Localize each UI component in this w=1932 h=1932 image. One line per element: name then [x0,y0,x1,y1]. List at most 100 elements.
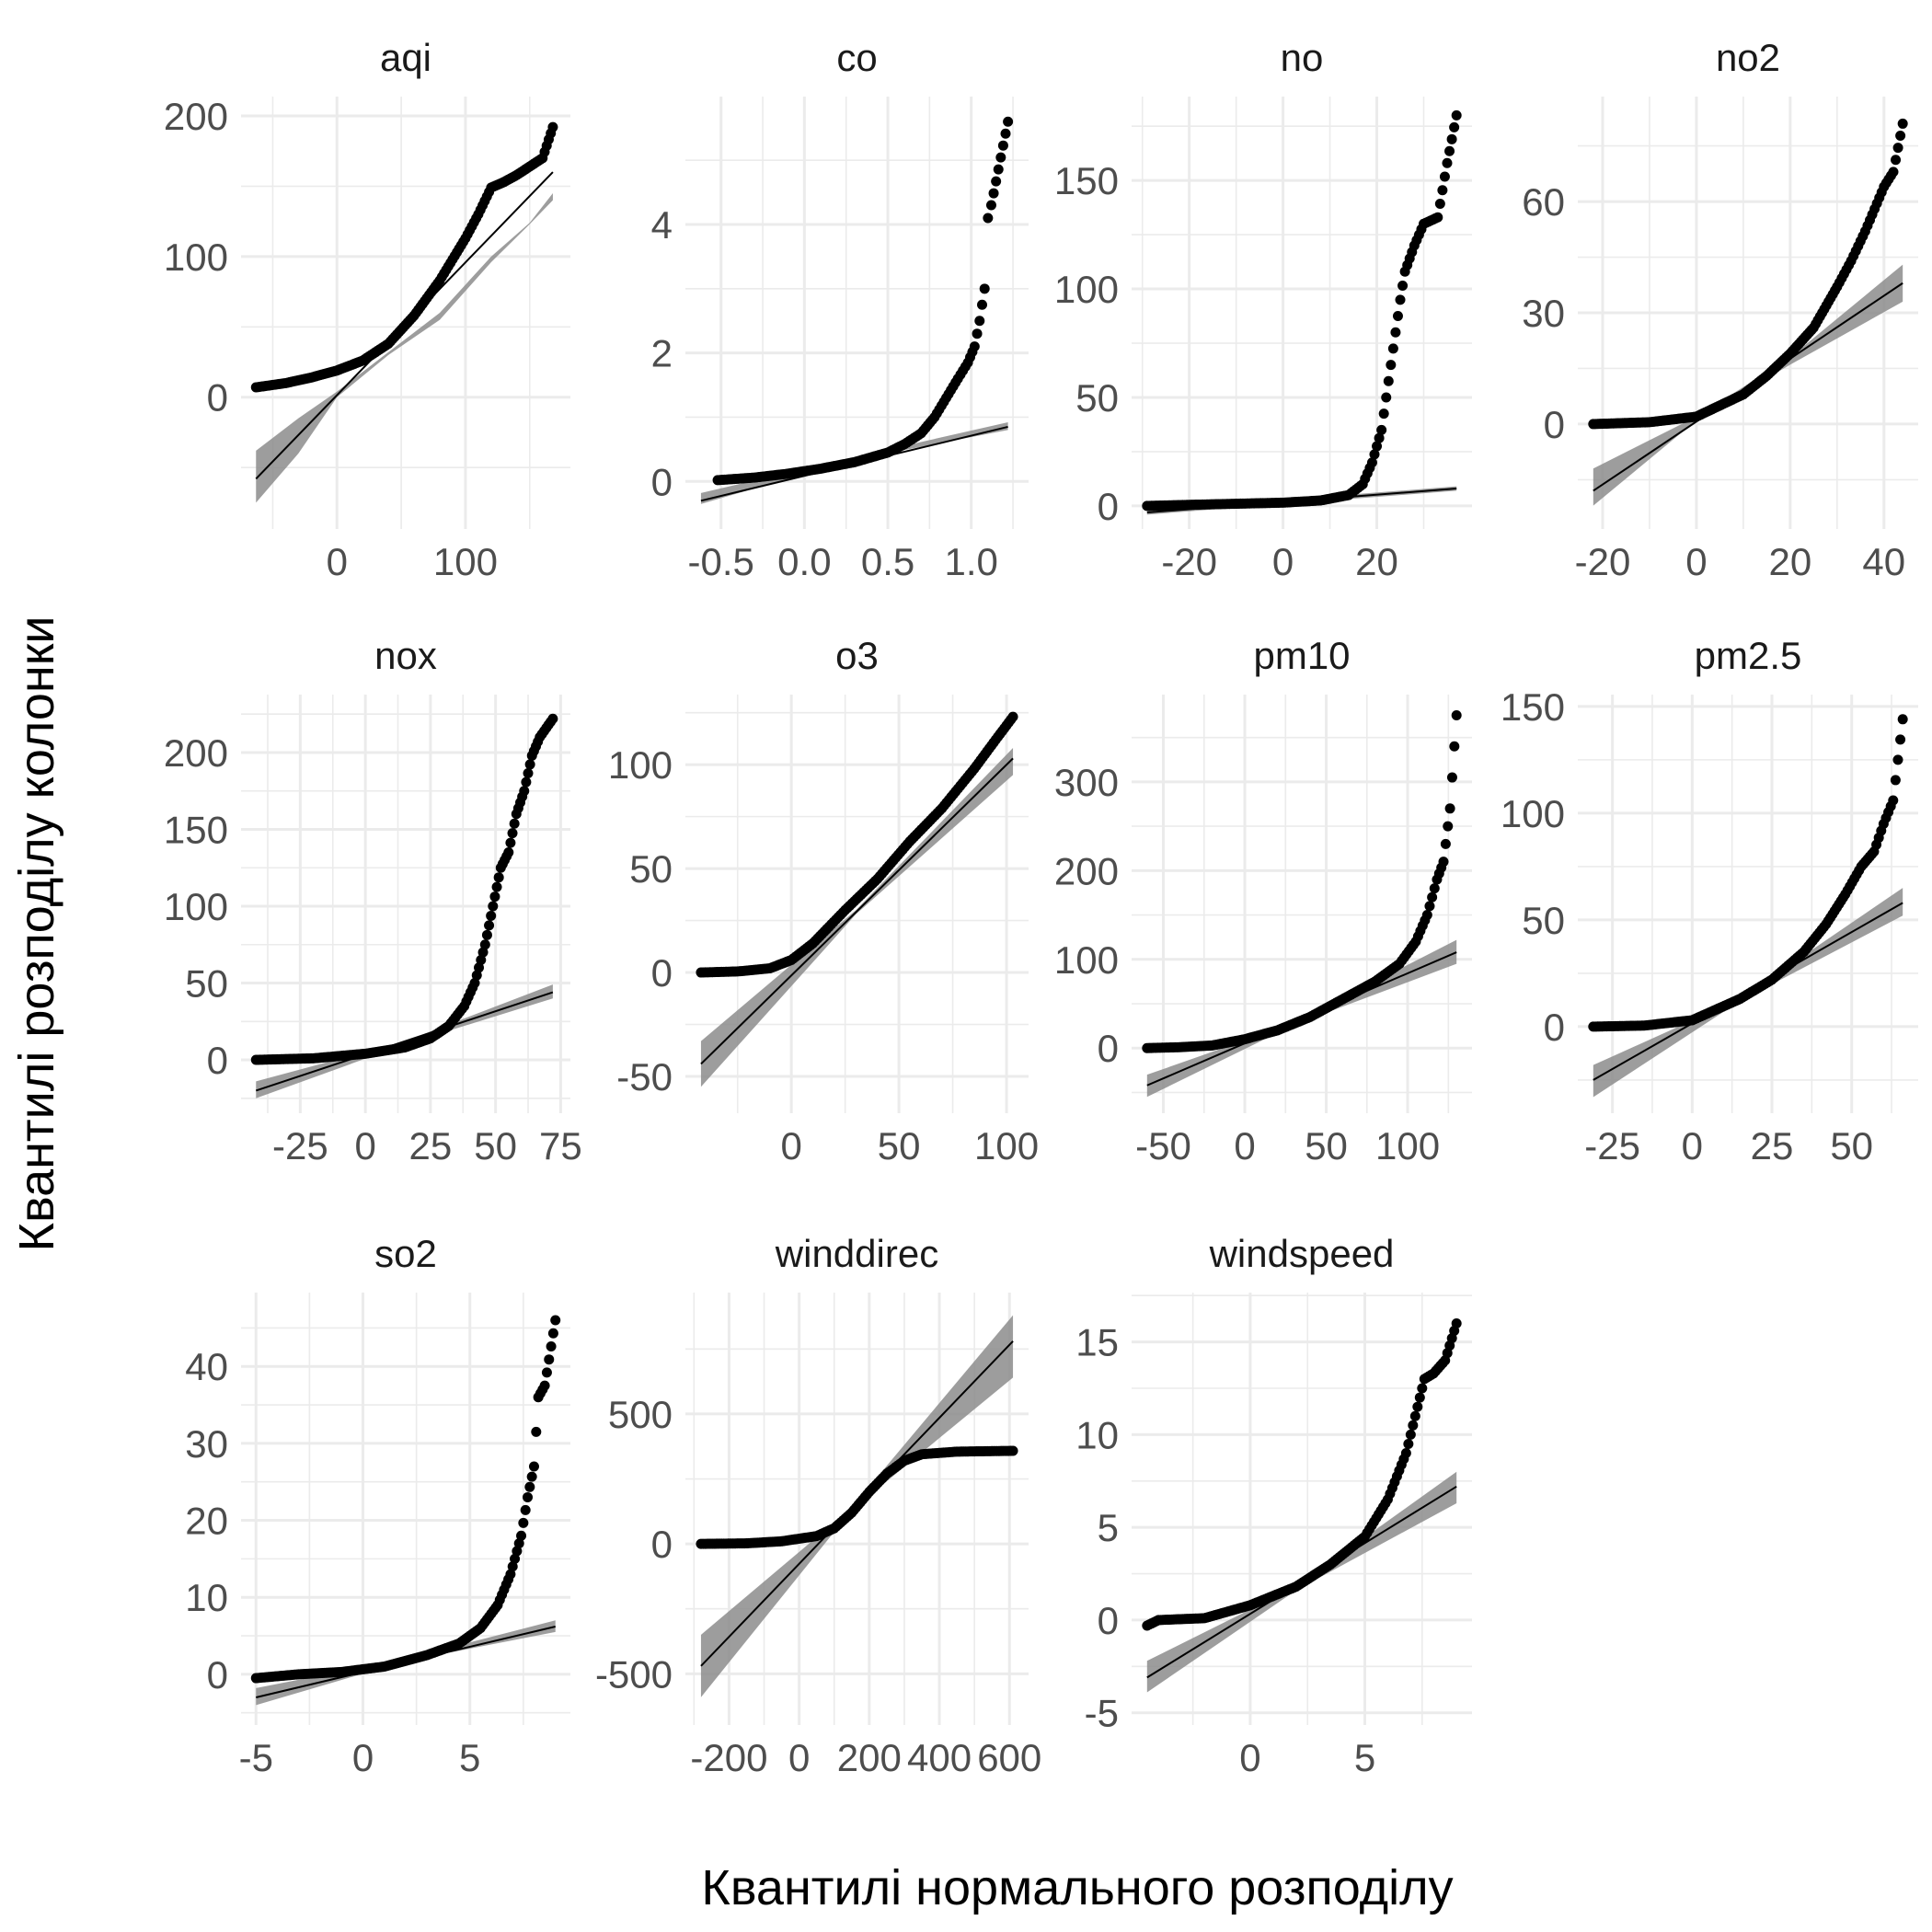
y-tick-label: 30 [1522,292,1565,335]
x-tick-label: 0 [1685,540,1707,583]
data-point [541,1367,552,1378]
data-point [519,786,530,797]
data-point [1374,432,1385,443]
data-point [1451,109,1462,121]
data-point [479,939,490,950]
y-tick-label: 0 [651,951,673,995]
data-point [1442,157,1453,168]
facet-co: -0.5 0.0 0.5 1.0 0 2 4 co [651,36,1029,583]
confidence-band [700,748,1014,1087]
x-tick-label: 40 [1862,540,1905,583]
x-tick-label: 20 [1355,540,1398,583]
data-point [505,837,516,848]
data-point [1444,145,1455,156]
x-tick-label: 0 [1234,1124,1255,1167]
data-point [518,1517,529,1528]
reference-line [700,757,1014,1065]
data-point [531,1426,542,1437]
data-point [1897,714,1908,725]
data-point [476,954,487,965]
y-tick-label: 0 [651,460,673,503]
data-point [1408,1420,1419,1431]
y-tick-label: 60 [1522,180,1565,224]
reference-line [255,991,554,1092]
x-tick-label: 5 [459,1736,480,1779]
x-tick-label: 400 [907,1736,972,1779]
data-point [528,1461,539,1472]
data-point [1427,891,1438,903]
x-tick-label: 50 [1830,1124,1873,1167]
data-point [1400,1448,1411,1459]
y-tick-label: 0 [207,376,228,420]
x-tick-label: 25 [409,1124,453,1167]
facet-aqi: 0 100 0 100 200 aqi [164,36,570,583]
data-point [507,828,518,839]
y-tick-label: 30 [185,1422,228,1466]
y-tick-label: 500 [608,1393,673,1436]
y-tick-label: 0 [207,1039,228,1082]
data-point [1437,185,1448,196]
x-tick-label: -25 [1584,1124,1640,1167]
data-point [1417,1383,1428,1394]
confidence-band [1146,1471,1457,1693]
data-point [1429,883,1440,894]
data-point [523,1491,534,1502]
y-tick-label: 300 [1054,761,1119,804]
x-tick-label: 600 [977,1736,1041,1779]
x-tick-label: 100 [974,1124,1039,1167]
data-point [546,1340,557,1351]
data-point [477,947,489,958]
y-tick-label: 100 [1054,938,1119,982]
data-point [516,1530,527,1541]
data-point [491,881,502,892]
data-point [1897,118,1908,129]
x-tick-label: 50 [878,1124,921,1167]
data-point [1003,116,1014,127]
facet-no: -20 0 20 0 50 100 150 no [1054,36,1472,583]
data-point [1446,772,1457,783]
x-tick-label: 0 [327,540,348,583]
data-point [544,1354,555,1365]
facet-title: pm10 [1253,634,1350,677]
data-point [1451,1317,1462,1328]
y-tick-label: 2 [651,332,673,375]
data-point [507,1561,518,1572]
y-tick-label: 100 [608,743,673,787]
y-tick-label: 100 [1054,268,1119,311]
x-tick-label: -20 [1161,540,1217,583]
data-point [983,213,994,224]
y-tick-label: 100 [164,236,228,279]
data-point [1381,392,1392,403]
data-point [1438,857,1449,868]
data-point [1895,131,1906,142]
data-point [1891,155,1902,166]
data-point [1434,198,1445,209]
data-point [547,713,558,724]
x-tick-label: 50 [1305,1124,1348,1167]
x-tick-label: 200 [837,1736,902,1779]
x-tick-label: 100 [1375,1124,1440,1167]
y-tick-label: 150 [164,808,228,851]
data-point [1390,327,1401,338]
facet-title: no [1281,36,1324,79]
data-point [526,1471,537,1482]
y-tick-label: 50 [185,962,228,1006]
x-tick-label: 20 [1769,540,1812,583]
data-point [1414,1392,1425,1403]
y-tick-label: 0 [1098,1027,1119,1070]
data-point [1007,711,1018,722]
x-tick-label: 0 [1682,1124,1703,1167]
data-point [993,164,1004,175]
data-point [481,929,492,940]
facet-nox: -25 0 25 50 75 0 50 100 150 200 nox [164,634,582,1167]
y-tick-label: 0 [1544,403,1565,446]
data-point [503,847,514,858]
data-point [509,818,520,829]
x-tick-label: 0 [788,1736,810,1779]
confidence-band [256,984,553,1098]
facet-pm10: -50 0 50 100 0 100 200 300 pm10 [1054,634,1472,1167]
x-tick-label: -20 [1575,540,1631,583]
data-point [521,776,532,788]
data-point [520,1504,531,1515]
data-point [493,872,504,883]
